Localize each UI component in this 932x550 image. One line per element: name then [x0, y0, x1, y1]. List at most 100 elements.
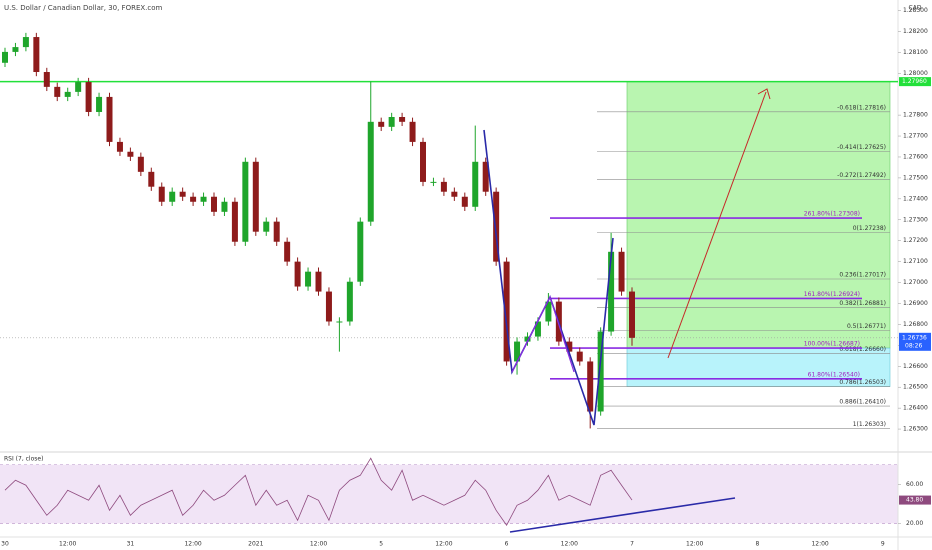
candle-body — [169, 191, 176, 202]
fib-label: 0.5(1.26771) — [847, 323, 886, 330]
candle-body — [336, 321, 343, 323]
fib-label: 1(1.26303) — [853, 421, 886, 428]
candle-body — [357, 221, 364, 282]
y-tick-label: 1.27200 — [903, 237, 928, 244]
fib-extension-label: 161.80%(1.26924) — [804, 291, 860, 298]
x-tick-label: 5 — [379, 541, 383, 548]
pattern-line — [511, 295, 575, 373]
fib-label: 0.786(1.26503) — [839, 379, 886, 386]
candle-body — [629, 291, 635, 338]
candle-body — [409, 121, 416, 142]
candle-body — [399, 117, 406, 122]
y-tick-label: 1.26800 — [903, 321, 928, 328]
last-price-badge — [899, 332, 931, 351]
candle-body — [231, 201, 238, 242]
fib-label: -0.414(1.27625) — [837, 144, 886, 151]
candle-body — [179, 191, 186, 197]
fib-label: 0.236(1.27017) — [839, 272, 886, 279]
x-tick-label: 7 — [630, 541, 634, 548]
candle-body — [618, 251, 625, 292]
candle-body — [587, 361, 594, 412]
candle-body — [137, 156, 144, 172]
main-pane: -0.618(1.27816) -0.414(1.27625) -0.272(1.2… — [0, 32, 898, 429]
candle-body — [22, 37, 29, 48]
candle-body — [378, 121, 385, 127]
chart-title: U.S. Dollar / Canadian Dollar, 30, FOREX… — [4, 4, 163, 12]
candle-body — [190, 196, 197, 202]
stop-zone — [626, 347, 891, 387]
y-tick-label: 1.28200 — [903, 28, 928, 35]
candle-body — [12, 47, 19, 52]
candle-body — [388, 117, 395, 127]
fib-extension-label: 61.80%(1.26540) — [808, 371, 860, 378]
y-tick-label: 1.27800 — [903, 112, 928, 119]
candle-body — [43, 72, 50, 87]
currency-label: CAD — [909, 5, 922, 12]
y-tick-label: 1.26300 — [903, 426, 928, 433]
candle-body — [608, 251, 615, 332]
projection-arrow — [667, 91, 767, 359]
candle-body — [284, 241, 291, 262]
candle-body — [325, 291, 332, 322]
candle-body — [346, 281, 353, 322]
rsi-last-badge — [899, 495, 931, 505]
arrow-head — [757, 88, 771, 100]
candle-body — [158, 186, 165, 202]
candle-body — [64, 91, 71, 97]
candle-body — [524, 336, 531, 342]
rsi-trendline — [509, 497, 736, 533]
candle-body — [211, 196, 217, 212]
x-tick-label: 9 — [881, 541, 885, 548]
rsi-y-tick-label: 20.00 — [906, 520, 923, 527]
rsi-band — [0, 464, 898, 524]
fib-label: 0.886(1.26410) — [839, 399, 886, 406]
candle-body — [148, 171, 155, 187]
candle-body — [451, 191, 458, 197]
y-tick-label: 1.26500 — [903, 384, 928, 391]
candle-body — [482, 161, 489, 192]
rsi-y-tick-label: 60.00 — [906, 481, 923, 488]
x-tick-label: 12:00 — [310, 541, 327, 548]
y-tick-label: 1.27600 — [903, 153, 928, 160]
fib-extension-label: 261.80%(1.27308) — [804, 211, 860, 218]
horizontal-line-badge — [899, 77, 931, 87]
x-tick-label: 12:00 — [811, 541, 828, 548]
x-tick-label: 12:00 — [59, 541, 76, 548]
x-tick-label: 2021 — [248, 541, 263, 548]
candle-body — [534, 321, 541, 337]
y-tick-label: 1.27500 — [903, 174, 928, 181]
rsi-line — [4, 457, 633, 527]
candle-body — [33, 37, 40, 72]
candle-body — [106, 96, 113, 142]
candle-body — [127, 151, 134, 157]
candle-body — [85, 82, 92, 112]
candle-body — [367, 121, 374, 222]
candle-body — [420, 141, 426, 182]
y-tick-label: 1.26900 — [903, 300, 928, 307]
x-tick-label: 30 — [1, 541, 9, 548]
fib-extension-label: 100.00%(1.26687) — [804, 341, 860, 348]
x-tick-label: 12:00 — [184, 541, 201, 548]
y-tick-label: 1.27300 — [903, 216, 928, 223]
candle-body — [273, 221, 280, 242]
last-price-label: 1.26736 — [902, 334, 927, 341]
y-tick-label: 1.27100 — [903, 258, 928, 265]
candle-body — [472, 161, 479, 207]
y-tick-label: 1.26600 — [903, 363, 928, 370]
rsi-last-label: 43.80 — [906, 497, 923, 504]
countdown-label: 08:26 — [905, 342, 922, 349]
fib-label: 0.618(1.26660) — [839, 346, 886, 353]
fib-label: -0.618(1.27816) — [837, 104, 886, 111]
candle-body — [545, 301, 552, 322]
y-tick-label: 1.27700 — [903, 133, 928, 140]
profit-zone — [626, 81, 891, 349]
candle-body — [576, 351, 583, 362]
candle-body — [116, 141, 123, 152]
y-tick-label: 1.28000 — [903, 70, 928, 77]
y-tick-label: 1.26400 — [903, 405, 928, 412]
candle-body — [597, 331, 604, 412]
candle-body — [294, 261, 301, 287]
candle-body — [252, 161, 259, 232]
candle-body — [503, 261, 510, 362]
